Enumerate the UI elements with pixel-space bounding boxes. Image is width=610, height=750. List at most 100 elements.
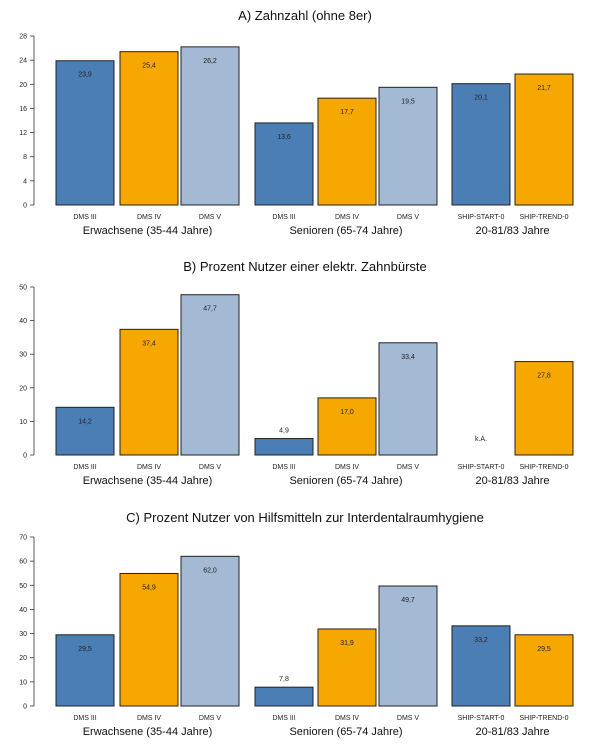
bar <box>378 585 438 707</box>
bar <box>119 51 179 206</box>
y-tick-label: 10 <box>19 419 27 426</box>
y-tick-label: 40 <box>19 318 27 325</box>
y-tick-label: 0 <box>23 704 27 711</box>
group-label: Senioren (65-74 Jahre) <box>289 726 402 738</box>
data-label: k.A. <box>475 436 487 443</box>
bar <box>180 294 240 456</box>
group-label: 20-81/83 Jahre <box>476 475 550 487</box>
bar <box>119 328 179 456</box>
y-tick-label: 40 <box>19 607 27 614</box>
x-tick-label: SHIP-TREND-0 <box>519 214 568 221</box>
x-tick-label: DMS III <box>272 715 295 722</box>
y-tick-label: 20 <box>19 82 27 89</box>
bar <box>317 397 377 456</box>
x-tick-label: DMS III <box>73 214 96 221</box>
bar <box>55 60 115 206</box>
x-tick-label: SHIP-START-0 <box>458 464 505 471</box>
x-tick-label: DMS III <box>272 464 295 471</box>
bar <box>55 634 115 707</box>
data-label: 21,7 <box>537 85 551 92</box>
data-label: 23,9 <box>78 72 92 79</box>
group-label: Erwachsene (35-44 Jahre) <box>83 475 213 487</box>
y-tick-label: 8 <box>23 154 27 161</box>
y-tick-label: 4 <box>23 178 27 185</box>
data-label: 37,4 <box>142 340 156 347</box>
panel-c: C) Prozent Nutzer von Hilfsmitteln zur I… <box>19 510 574 738</box>
x-tick-label: SHIP-TREND-0 <box>519 715 568 722</box>
data-label: 29,5 <box>78 646 92 653</box>
data-label: 14,2 <box>78 418 92 425</box>
group-label: Erwachsene (35-44 Jahre) <box>83 225 213 237</box>
bar <box>317 628 377 707</box>
x-tick-label: DMS IV <box>335 464 359 471</box>
data-label: 31,9 <box>340 640 354 647</box>
bar <box>254 686 314 707</box>
y-tick-label: 50 <box>19 285 27 292</box>
data-label: 54,9 <box>142 584 156 591</box>
y-tick-label: 20 <box>19 655 27 662</box>
x-tick-label: DMS IV <box>335 214 359 221</box>
y-tick-label: 30 <box>19 631 27 638</box>
group-label: Senioren (65-74 Jahre) <box>289 225 402 237</box>
x-tick-label: SHIP-START-0 <box>458 214 505 221</box>
data-label: 25,4 <box>142 63 156 70</box>
y-tick-label: 28 <box>19 34 27 41</box>
group-label: 20-81/83 Jahre <box>476 726 550 738</box>
bar <box>180 46 240 206</box>
x-tick-label: DMS III <box>73 464 96 471</box>
y-tick-label: 12 <box>19 130 27 137</box>
y-tick-label: 20 <box>19 385 27 392</box>
bar <box>119 572 179 707</box>
bar <box>378 86 438 206</box>
y-tick-label: 10 <box>19 679 27 686</box>
x-tick-label: DMS IV <box>335 715 359 722</box>
x-tick-label: DMS IV <box>137 214 161 221</box>
bar <box>514 634 574 707</box>
y-tick-label: 24 <box>19 58 27 65</box>
x-tick-label: SHIP-TREND-0 <box>519 464 568 471</box>
data-label: 19,5 <box>401 98 415 105</box>
data-label: 20,1 <box>474 95 488 102</box>
y-tick-label: 0 <box>23 203 27 210</box>
bar <box>55 406 115 456</box>
x-tick-label: DMS V <box>397 214 420 221</box>
data-label: 17,0 <box>340 409 354 416</box>
x-tick-label: DMS V <box>397 464 420 471</box>
group-label: 20-81/83 Jahre <box>476 225 550 237</box>
bar <box>514 361 574 456</box>
data-label: 7,8 <box>279 676 289 683</box>
x-tick-label: DMS III <box>73 715 96 722</box>
bar <box>514 73 574 206</box>
group-label: Erwachsene (35-44 Jahre) <box>83 726 213 738</box>
y-tick-label: 70 <box>19 535 27 542</box>
x-tick-label: DMS IV <box>137 715 161 722</box>
data-label: 47,7 <box>203 306 217 313</box>
x-tick-label: DMS V <box>199 715 222 722</box>
y-tick-label: 0 <box>23 453 27 460</box>
bar <box>451 83 511 206</box>
panel-title: B) Prozent Nutzer einer elektr. Zahnbürs… <box>183 259 427 274</box>
bar <box>180 555 240 707</box>
x-tick-label: DMS V <box>199 464 222 471</box>
data-label: 27,8 <box>537 373 551 380</box>
x-tick-label: DMS IV <box>137 464 161 471</box>
y-tick-label: 60 <box>19 559 27 566</box>
y-tick-label: 30 <box>19 352 27 359</box>
bar <box>451 625 511 707</box>
data-label: 33,2 <box>474 637 488 644</box>
data-label: 33,4 <box>401 354 415 361</box>
bar <box>378 342 438 456</box>
x-tick-label: DMS V <box>199 214 222 221</box>
bar <box>317 97 377 206</box>
x-tick-label: SHIP-START-0 <box>458 715 505 722</box>
data-label: 26,2 <box>203 58 217 65</box>
data-label: 29,5 <box>537 646 551 653</box>
bar <box>254 122 314 206</box>
data-label: 49,7 <box>401 597 415 604</box>
data-label: 62,0 <box>203 567 217 574</box>
panel-b: B) Prozent Nutzer einer elektr. Zahnbürs… <box>19 259 574 487</box>
data-label: 17,7 <box>340 109 354 116</box>
bar <box>254 438 314 456</box>
